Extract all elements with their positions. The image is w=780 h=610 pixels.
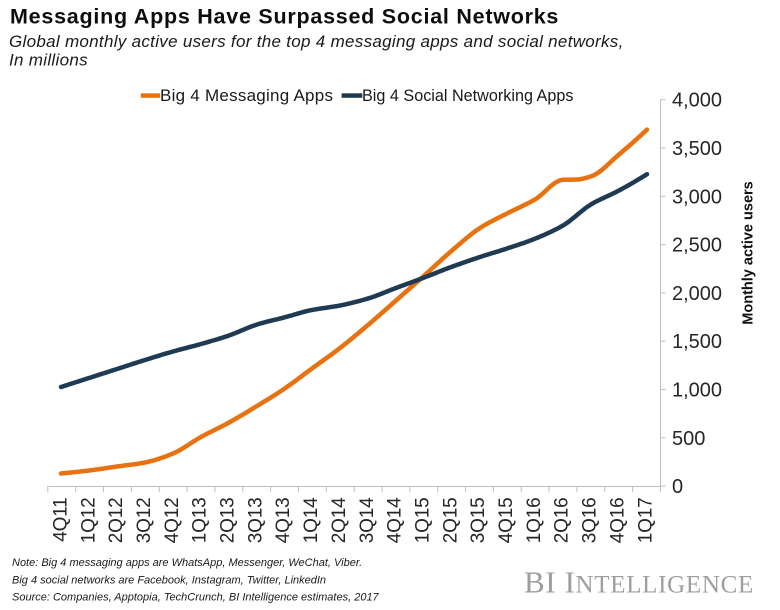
svg-text:Note: Big 4 messaging apps are: Note: Big 4 messaging apps are WhatsApp,… bbox=[12, 557, 362, 569]
svg-text:4Q13: 4Q13 bbox=[273, 498, 294, 544]
svg-text:2Q12: 2Q12 bbox=[106, 498, 127, 544]
svg-text:1Q14: 1Q14 bbox=[301, 497, 322, 543]
svg-text:4Q11: 4Q11 bbox=[50, 498, 71, 542]
svg-text:3,000: 3,000 bbox=[672, 186, 722, 208]
svg-text:2,500: 2,500 bbox=[672, 235, 722, 257]
svg-text:Global monthly active users fo: Global monthly active users for the top … bbox=[9, 32, 624, 51]
svg-text:1Q16: 1Q16 bbox=[524, 498, 545, 544]
svg-text:4Q12: 4Q12 bbox=[162, 498, 183, 544]
svg-text:2Q14: 2Q14 bbox=[329, 497, 350, 543]
svg-text:3Q12: 3Q12 bbox=[134, 498, 155, 544]
svg-text:3Q15: 3Q15 bbox=[468, 498, 489, 544]
svg-text:2Q13: 2Q13 bbox=[218, 498, 239, 544]
svg-text:1Q13: 1Q13 bbox=[190, 498, 211, 544]
svg-text:Big 4 Messaging Apps: Big 4 Messaging Apps bbox=[160, 86, 333, 105]
svg-text:Big 4 Social Networking Apps: Big 4 Social Networking Apps bbox=[362, 87, 573, 105]
svg-text:3Q13: 3Q13 bbox=[245, 498, 266, 544]
svg-text:BI INTELLIGENCE: BI INTELLIGENCE bbox=[524, 565, 754, 600]
svg-text:2Q15: 2Q15 bbox=[440, 498, 461, 544]
svg-text:1Q15: 1Q15 bbox=[413, 498, 434, 544]
svg-text:3Q14: 3Q14 bbox=[357, 497, 378, 543]
svg-text:Monthly active users: Monthly active users bbox=[741, 181, 757, 324]
svg-text:2,000: 2,000 bbox=[672, 283, 722, 305]
svg-text:Source: Companies, Apptopia,: Source: Companies, Apptopia, TechCrunch,… bbox=[12, 592, 380, 604]
svg-text:4Q15: 4Q15 bbox=[496, 498, 517, 544]
svg-text:500: 500 bbox=[672, 428, 705, 450]
svg-text:Big 4 social networks are Face: Big 4 social networks are Facebook, Inst… bbox=[12, 575, 326, 587]
svg-text:Messaging Apps Have Surpassed: Messaging Apps Have Surpassed Social Net… bbox=[10, 5, 559, 29]
svg-text:4,000: 4,000 bbox=[672, 90, 722, 112]
svg-text:2Q16: 2Q16 bbox=[552, 498, 573, 544]
svg-text:1Q17: 1Q17 bbox=[635, 498, 656, 544]
svg-text:3Q16: 3Q16 bbox=[580, 498, 601, 544]
svg-text:4Q14: 4Q14 bbox=[385, 497, 406, 543]
svg-text:3,500: 3,500 bbox=[672, 138, 722, 160]
svg-text:1,000: 1,000 bbox=[672, 380, 722, 402]
svg-text:1Q12: 1Q12 bbox=[78, 498, 99, 544]
svg-text:1,500: 1,500 bbox=[672, 331, 722, 353]
svg-text:0: 0 bbox=[672, 476, 683, 498]
svg-text:4Q16: 4Q16 bbox=[607, 498, 628, 544]
svg-text:In millions: In millions bbox=[9, 51, 88, 70]
